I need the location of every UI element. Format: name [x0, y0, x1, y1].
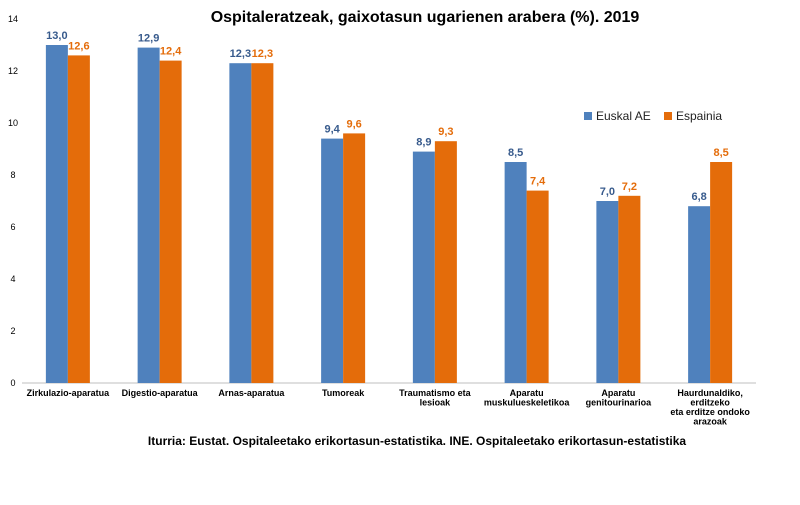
- y-tick-label: 12: [8, 66, 18, 76]
- legend-swatch: [584, 112, 592, 120]
- y-tick-label: 0: [10, 378, 15, 388]
- bar: [321, 138, 344, 383]
- bar: [504, 162, 527, 383]
- y-tick-label: 10: [8, 118, 18, 128]
- bar: [434, 141, 457, 383]
- source-note: Iturria: Eustat. Ospitaleetako erikortas…: [148, 434, 687, 448]
- category-label: erditzeko: [690, 398, 730, 408]
- bar: [596, 201, 619, 383]
- chart-title: Ospitaleratzeak, gaixotasun ugarienen ar…: [211, 9, 640, 26]
- category-label: arazoak: [693, 417, 728, 427]
- bar: [710, 162, 733, 383]
- y-tick-label: 4: [10, 274, 15, 284]
- category-label: Tumoreak: [322, 388, 365, 398]
- data-label: 7,4: [530, 176, 546, 188]
- bar: [45, 45, 68, 383]
- data-label: 6,8: [691, 191, 706, 203]
- y-tick-label: 6: [10, 222, 15, 232]
- y-tick-label: 14: [8, 14, 18, 24]
- legend-swatch: [664, 112, 672, 120]
- category-label: genitourinarioa: [586, 398, 652, 408]
- category-label: Aparatu: [510, 388, 544, 398]
- category-label: muskulueskeletikoa: [484, 398, 571, 408]
- plot-area: 13,012,6 12,912,4 12,3 12,3 9,4 9,6 8,9 9,3 8,5 7…: [45, 30, 733, 384]
- category-label: Arnas-aparatua: [218, 388, 285, 398]
- bar: [688, 206, 711, 383]
- data-label: 13,0: [46, 30, 67, 42]
- bar: [67, 55, 90, 384]
- bar: [412, 151, 435, 383]
- bar: [618, 195, 641, 383]
- y-axis: 0 2 4 6 8 10 12 14: [8, 14, 18, 388]
- data-label: 7,0: [600, 186, 615, 198]
- legend: Euskal AE Espainia: [584, 109, 722, 123]
- category-label: Zirkulazio-aparatua: [27, 388, 111, 398]
- legend-label: Euskal AE: [596, 109, 651, 123]
- category-label: Aparatu: [601, 388, 635, 398]
- legend-label: Espainia: [676, 109, 722, 123]
- bar: [159, 60, 182, 383]
- data-label: 12,4: [160, 46, 182, 58]
- data-label: 8,5: [713, 147, 728, 159]
- data-label: 9,6: [346, 118, 361, 130]
- data-label: 12,3: [252, 48, 273, 60]
- data-label: 8,9: [416, 137, 431, 149]
- data-label: 8,5: [508, 147, 523, 159]
- bar: [251, 63, 274, 383]
- category-label: lesioak: [420, 398, 452, 408]
- category-label: eta erditze ondoko: [670, 407, 750, 417]
- category-label: Traumatismo eta: [399, 388, 472, 398]
- bar: [343, 133, 366, 383]
- data-label: 9,4: [324, 124, 340, 136]
- data-label: 7,2: [622, 181, 637, 193]
- data-label: 9,3: [438, 126, 453, 138]
- category-label: Haurdunaldiko,: [677, 388, 743, 398]
- data-label: 12,3: [230, 48, 251, 60]
- bar: [229, 63, 252, 383]
- category-label: Digestio-aparatua: [122, 388, 199, 398]
- data-label: 12,6: [68, 40, 89, 52]
- data-label: 12,9: [138, 33, 159, 45]
- bar: [137, 47, 160, 383]
- y-tick-label: 8: [10, 170, 15, 180]
- y-tick-label: 2: [10, 326, 15, 336]
- x-axis: Zirkulazio-aparatua Digestio-aparatua Arna…: [27, 388, 751, 427]
- bar: [526, 190, 549, 383]
